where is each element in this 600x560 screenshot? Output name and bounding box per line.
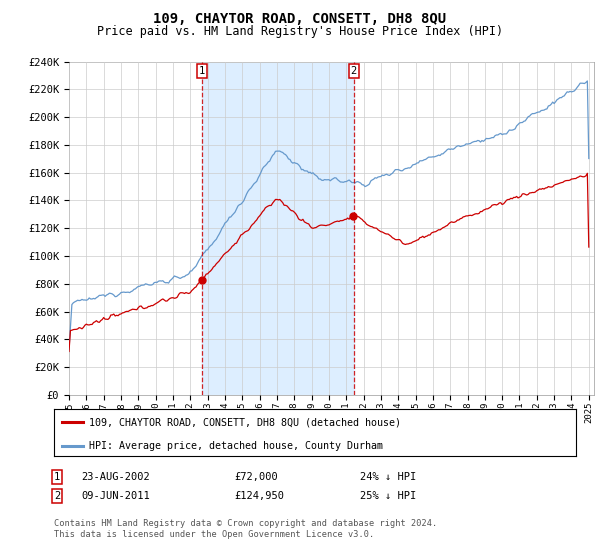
Text: 109, CHAYTOR ROAD, CONSETT, DH8 8QU: 109, CHAYTOR ROAD, CONSETT, DH8 8QU [154,12,446,26]
Bar [202,62,354,395]
Text: 24% ↓ HPI: 24% ↓ HPI [360,472,416,482]
Text: 2: 2 [351,66,357,76]
Text: HPI: Average price, detached house, County Durham: HPI: Average price, detached house, Coun… [89,441,383,451]
Text: 2: 2 [54,491,60,501]
Text: 09-JUN-2011: 09-JUN-2011 [81,491,150,501]
Text: 1: 1 [54,472,60,482]
Text: 109, CHAYTOR ROAD, CONSETT, DH8 8QU (detached house): 109, CHAYTOR ROAD, CONSETT, DH8 8QU (det… [89,417,401,427]
Text: 1: 1 [199,66,205,76]
Text: 25% ↓ HPI: 25% ↓ HPI [360,491,416,501]
Text: Price paid vs. HM Land Registry's House Price Index (HPI): Price paid vs. HM Land Registry's House … [97,25,503,38]
Text: £124,950: £124,950 [234,491,284,501]
Text: 23-AUG-2002: 23-AUG-2002 [81,472,150,482]
Text: Contains HM Land Registry data © Crown copyright and database right 2024.
This d: Contains HM Land Registry data © Crown c… [54,519,437,539]
Text: £72,000: £72,000 [234,472,278,482]
